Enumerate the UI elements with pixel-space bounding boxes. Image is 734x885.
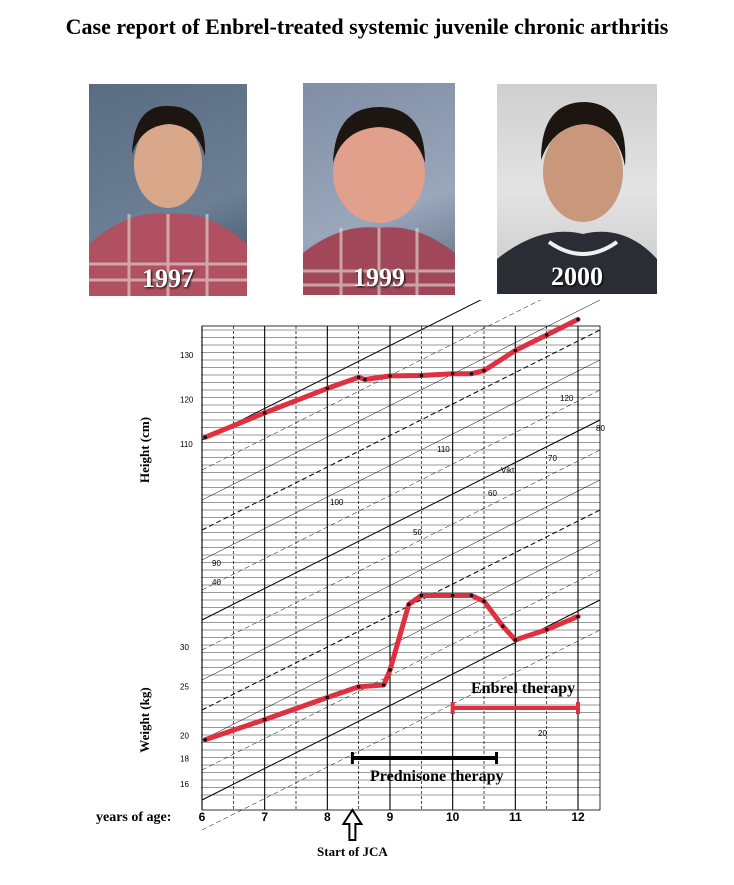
chart-grid xyxy=(201,300,601,831)
height-y-tick-label: 120 xyxy=(180,396,194,405)
centile-line xyxy=(201,300,541,471)
weight-axis-label: Weight (kg) xyxy=(137,687,152,752)
onset-arrow-icon xyxy=(341,808,364,841)
background-label: Vikt xyxy=(501,466,515,475)
centile-line xyxy=(201,629,601,831)
background-labels: 100 110 120 90 80 70 60 50 40 20 Vikt xyxy=(212,394,605,738)
centile-line xyxy=(201,419,601,621)
photo-year-label: 1997 xyxy=(142,264,194,293)
height-series-line-point xyxy=(544,333,549,337)
weight-series-line-point xyxy=(544,627,549,632)
weight-series-line-point xyxy=(325,695,330,700)
x-axis-label: years of age: xyxy=(96,810,171,825)
height-series-line-point xyxy=(513,348,518,353)
x-tick-label: 12 xyxy=(571,810,585,824)
weight-series-line-point xyxy=(450,593,455,598)
centile-line xyxy=(201,300,482,441)
centile-line xyxy=(201,509,601,711)
portrait-child-icon xyxy=(89,105,247,296)
height-series-line-point xyxy=(325,386,330,391)
weight-series-line-point xyxy=(388,668,392,672)
background-label: 20 xyxy=(538,729,547,738)
centile-line xyxy=(201,479,601,681)
background-label: 40 xyxy=(212,578,221,587)
height-y-tick-label: 110 xyxy=(180,440,193,449)
x-tick-label: 11 xyxy=(509,810,522,824)
photo-year-label: 1999 xyxy=(353,263,405,292)
weight-series-line-point xyxy=(419,593,424,598)
photo-2000: 2000 xyxy=(497,84,657,294)
weight-series-line-point xyxy=(356,684,361,689)
height-series-line-point xyxy=(419,373,424,378)
height-y-tick-label: 130 xyxy=(180,351,194,360)
onset-arrow-shape xyxy=(341,808,364,841)
photo-1997: 1997 xyxy=(89,84,247,296)
weight-series-line-point xyxy=(381,683,386,687)
x-tick-label: 7 xyxy=(261,810,268,824)
start-of-jca-label: Start of JCA xyxy=(317,844,388,859)
background-label: 90 xyxy=(212,559,221,568)
weight-series-line-point xyxy=(469,593,474,598)
weight-y-tick-label: 16 xyxy=(180,780,189,789)
weight-series-line-point xyxy=(262,717,267,722)
page-title: Case report of Enbrel-treated systemic j… xyxy=(65,14,669,39)
centile-line xyxy=(201,300,601,501)
weight-y-tick-label: 18 xyxy=(180,754,189,763)
x-tick-label: 8 xyxy=(324,810,331,824)
height-series-line-point xyxy=(262,411,267,415)
centile-line xyxy=(201,359,601,561)
therapy-bars xyxy=(350,702,580,764)
x-ticks: 6 7 8 9 10 11 12 xyxy=(199,810,585,824)
x-tick-label: 6 xyxy=(199,810,206,824)
height-series-line-point xyxy=(482,368,486,373)
weight-series-line-point xyxy=(407,602,411,607)
background-label: 50 xyxy=(413,528,422,537)
background-label: 120 xyxy=(560,394,574,403)
portrait-child-icon xyxy=(497,102,657,294)
photo-year-label: 2000 xyxy=(551,262,603,291)
weight-series-line-point xyxy=(482,599,486,604)
height-series-line-point xyxy=(356,375,361,380)
centile-line xyxy=(201,449,601,651)
prednisone-therapy-label: Prednisone therapy xyxy=(370,768,503,785)
portrait-child-icon xyxy=(303,107,455,295)
background-label: 60 xyxy=(488,489,497,498)
growth-chart: 100 110 120 90 80 70 60 50 40 20 Vikt 110 120 130 16… xyxy=(96,300,605,859)
x-tick-label: 9 xyxy=(387,810,394,824)
x-tick-label: 10 xyxy=(446,810,460,824)
weight-series-line-point xyxy=(513,638,518,642)
enbrel-therapy-label: Enbrel therapy xyxy=(471,680,575,697)
weight-series-line-point xyxy=(576,614,580,619)
height-series-line-point xyxy=(388,374,392,378)
portrait-image xyxy=(89,84,247,296)
height-series-line-point xyxy=(450,371,455,376)
weight-y-tick-label: 20 xyxy=(180,731,189,740)
background-label: 100 xyxy=(330,498,344,507)
weight-series-line-point xyxy=(501,624,505,629)
weight-series-line-point xyxy=(203,737,207,742)
height-axis-label: Height (cm) xyxy=(137,417,152,483)
height-series-line-point xyxy=(363,377,367,382)
height-series-line-point xyxy=(576,317,580,322)
centile-line xyxy=(201,329,601,531)
plot-frame xyxy=(201,325,601,811)
background-label: 110 xyxy=(437,445,450,454)
background-label: 70 xyxy=(548,454,557,463)
height-series-line xyxy=(202,316,581,440)
weight-y-tick-label: 25 xyxy=(180,683,189,692)
centile-line xyxy=(201,569,601,771)
series-curves xyxy=(202,316,581,743)
height-series-line-point xyxy=(203,435,207,440)
background-label: 80 xyxy=(596,424,605,433)
weight-y-tick-label: 30 xyxy=(180,643,189,652)
height-series-line-point xyxy=(469,371,474,376)
portrait-image xyxy=(303,83,455,295)
portrait-image xyxy=(497,84,657,294)
height-y-ticks: 110 120 130 xyxy=(180,351,194,449)
centile-line xyxy=(201,389,601,591)
weight-y-ticks: 16 18 20 25 30 xyxy=(180,643,189,789)
photo-1999: 1999 xyxy=(303,83,455,295)
